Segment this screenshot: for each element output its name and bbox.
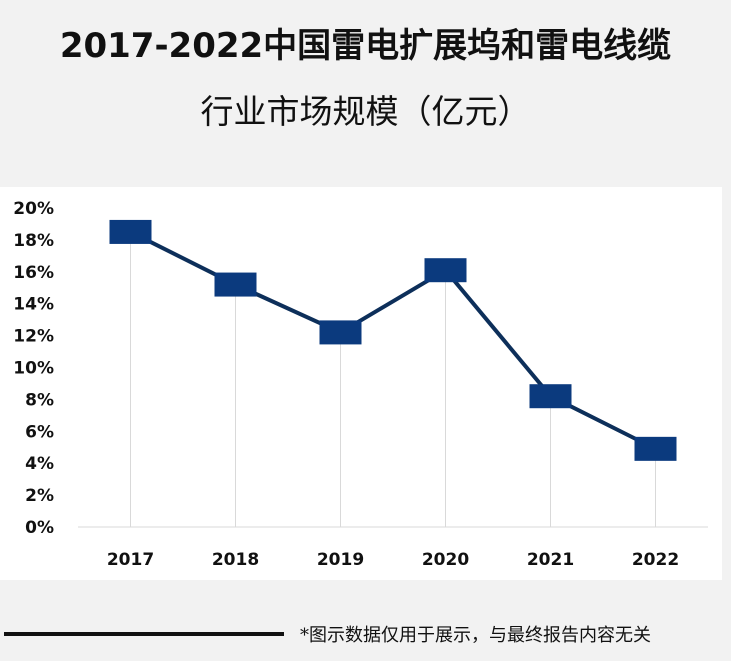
- x-tick-label: 2018: [212, 550, 259, 570]
- x-tick-label: 2017: [107, 550, 154, 570]
- data-point-marker: [529, 384, 572, 409]
- y-tick-label: 8%: [25, 390, 54, 410]
- data-point-marker: [214, 272, 257, 297]
- data-point-marker: [634, 436, 677, 461]
- chart-title-line1: 2017-2022中国雷电扩展坞和雷电线缆: [59, 26, 672, 66]
- y-tick-label: 12%: [13, 327, 54, 347]
- y-tick-label: 14%: [13, 295, 54, 315]
- chart-title-line2: 行业市场规模（亿元）: [200, 92, 531, 131]
- y-tick-label: 16%: [13, 263, 54, 283]
- x-tick-label: 2020: [422, 550, 469, 570]
- y-tick-label: 10%: [13, 359, 54, 379]
- x-tick-label: 2022: [632, 550, 679, 570]
- y-tick-label: 2%: [25, 486, 54, 506]
- x-tick-label: 2019: [317, 550, 364, 570]
- y-tick-label: 6%: [25, 422, 54, 442]
- y-tick-label: 0%: [25, 518, 54, 538]
- footnote: *图示数据仅用于展示，与最终报告内容无关: [300, 625, 651, 646]
- footer-rule: [4, 632, 284, 636]
- data-point-marker: [319, 320, 362, 345]
- x-tick-label: 2021: [527, 550, 574, 570]
- y-tick-label: 4%: [25, 454, 54, 474]
- y-tick-label: 20%: [13, 199, 54, 219]
- y-tick-label: 18%: [13, 231, 54, 251]
- data-point-marker: [424, 258, 467, 283]
- series-line: [129, 230, 657, 451]
- data-point-marker: [109, 219, 152, 244]
- plot-panel: [0, 187, 722, 580]
